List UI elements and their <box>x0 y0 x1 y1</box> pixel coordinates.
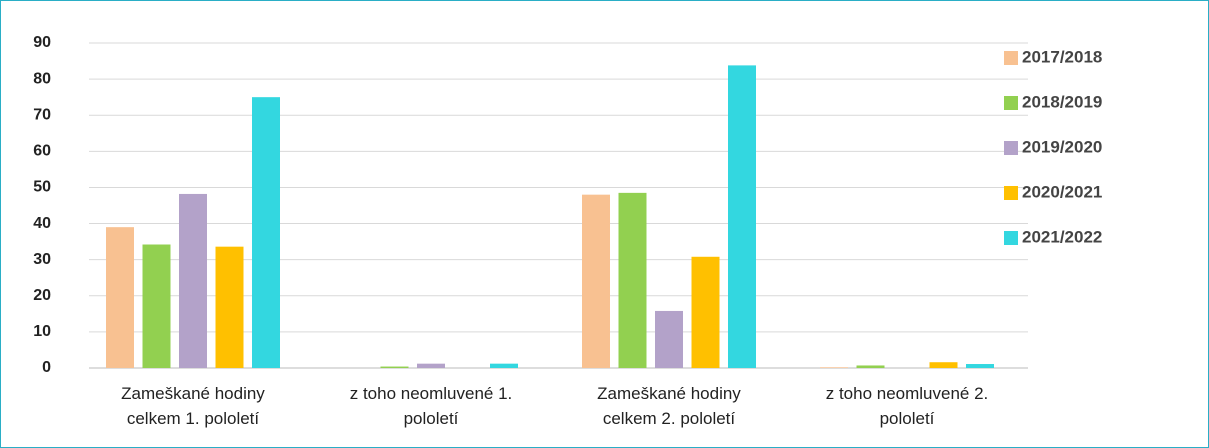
bar <box>582 194 610 368</box>
bar <box>655 310 683 368</box>
legend-swatch <box>1004 96 1018 110</box>
bar <box>691 256 720 368</box>
bar <box>929 362 958 368</box>
legend-swatch <box>1004 231 1018 245</box>
legend-label: 2020/2021 <box>1022 182 1102 201</box>
legend-swatch <box>1004 186 1018 200</box>
y-tick-label: 70 <box>33 106 51 123</box>
bar <box>856 365 885 368</box>
legend-label: 2021/2022 <box>1022 227 1102 246</box>
bar <box>728 65 756 368</box>
y-tick-label: 60 <box>33 143 51 160</box>
legend-swatch <box>1004 51 1018 65</box>
bar <box>618 192 647 368</box>
bar <box>417 363 445 368</box>
bar <box>106 227 134 368</box>
x-tick-label: z toho neomluvené 1. pololetí <box>349 384 513 428</box>
legend-swatch <box>1004 141 1018 155</box>
legend-label: 2017/2018 <box>1022 47 1102 66</box>
y-tick-label: 40 <box>33 215 51 232</box>
x-tick-label: Zameškané hodiny celkem 2. pololetí <box>597 384 741 428</box>
bar <box>179 193 207 368</box>
legend-label: 2019/2020 <box>1022 137 1102 156</box>
legend-label: 2018/2019 <box>1022 92 1102 111</box>
y-tick-label: 0 <box>42 359 51 376</box>
x-tick-label: z toho neomluvené 2. pololetí <box>825 384 989 428</box>
y-tick-label: 50 <box>33 179 51 196</box>
y-tick-label: 10 <box>33 323 51 340</box>
bar <box>215 246 244 368</box>
bar <box>380 366 409 368</box>
bar <box>490 363 518 368</box>
y-tick-label: 30 <box>33 251 51 268</box>
y-tick-label: 90 <box>33 34 51 51</box>
x-tick-label: Zameškané hodiny celkem 1. pololetí <box>121 384 265 428</box>
y-tick-label: 20 <box>33 287 51 304</box>
bar <box>142 244 171 368</box>
y-tick-label: 80 <box>33 70 51 87</box>
bar <box>966 364 994 368</box>
bar <box>252 97 280 369</box>
bar <box>820 367 848 368</box>
